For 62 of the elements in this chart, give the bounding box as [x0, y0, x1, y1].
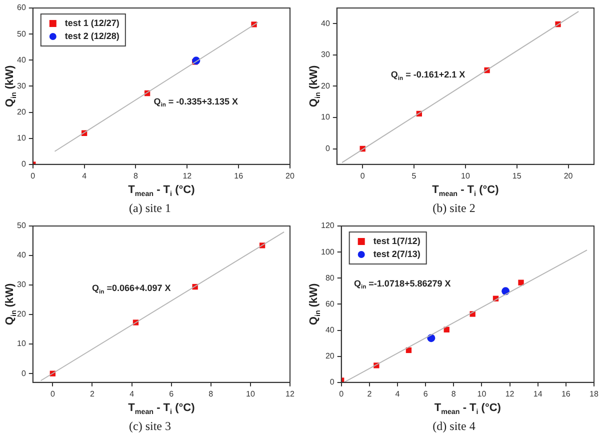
y-tick-label: 30 — [320, 50, 330, 60]
legend-label: test 1 (12/27) — [64, 18, 120, 28]
legend-label: test 1(7/12) — [373, 236, 420, 246]
x-tick-label: 10 — [477, 389, 487, 398]
x-tick-label: 12 — [182, 171, 192, 180]
point — [518, 280, 524, 286]
x-tick-label: 10 — [460, 171, 470, 180]
x-tick-label: 0 — [50, 389, 56, 398]
y-tick-label: 60 — [16, 3, 26, 12]
x-tick-label: 16 — [234, 171, 244, 180]
y-tick-label: 30 — [16, 81, 26, 90]
y-tick-label: 40 — [16, 55, 26, 64]
y-tick-label: 20 — [16, 310, 26, 319]
x-tick-label: 12 — [505, 389, 515, 398]
text: (d) site 4 — [432, 418, 476, 435]
y-tick-label: 30 — [16, 280, 26, 290]
x-tick-label: 18 — [590, 389, 599, 398]
y-tick-label: 10 — [320, 112, 330, 122]
legend-label: test 2 (12/28) — [64, 30, 120, 41]
y-tick-label: 10 — [16, 339, 26, 348]
x-tick-label: 4 — [130, 389, 135, 398]
x-tick-label: 6 — [169, 389, 174, 398]
x-tick-label: 15 — [512, 171, 522, 180]
x-tick-label: 5 — [412, 171, 417, 180]
y-tick-label: 60 — [325, 299, 335, 308]
x-tick-label: 4 — [82, 171, 88, 180]
x-tick-label: 12 — [286, 389, 295, 398]
y-tick-label: 120 — [320, 221, 335, 230]
x-tick-label: 20 — [564, 171, 574, 180]
x-tick-label: 0 — [30, 171, 36, 180]
text: (c) site 3 — [128, 418, 172, 435]
y-tick-label: 0 — [325, 144, 330, 153]
y-tick-label: 80 — [325, 273, 335, 282]
x-tick-label: 6 — [423, 389, 428, 398]
legend-label: test 2(7/13) — [373, 248, 420, 259]
x-tick-label: 20 — [286, 171, 295, 180]
x-tick-label: 0 — [339, 389, 344, 398]
y-tick-label: 50 — [16, 29, 26, 38]
x-tick-label: 14 — [533, 389, 543, 398]
y-tick-label: 10 — [16, 134, 26, 143]
x-tick-label: 2 — [367, 389, 372, 398]
y-tick-label: 40 — [320, 18, 330, 28]
y-tick-label: 20 — [16, 107, 26, 116]
x-tick-label: 8 — [451, 389, 456, 398]
y-tick-label: 40 — [16, 250, 26, 260]
y-tick-label: 50 — [16, 221, 26, 230]
x-tick-label: 16 — [561, 389, 571, 398]
x-tick-label: 0 — [360, 171, 366, 180]
y-tick-label: 100 — [320, 247, 335, 256]
x-tick-label: 2 — [90, 389, 96, 398]
x-tick-label: 8 — [134, 171, 139, 180]
y-tick-label: 0 — [330, 378, 335, 387]
text: (a) site 1 — [128, 200, 172, 217]
x-tick-label: 10 — [246, 389, 256, 398]
text: (b) site 2 — [432, 200, 476, 217]
y-tick-label: 20 — [320, 81, 330, 90]
x-tick-label: 8 — [208, 389, 214, 398]
y-tick-label: 20 — [325, 352, 335, 361]
y-tick-label: 0 — [21, 368, 26, 378]
y-tick-label: 0 — [21, 160, 26, 169]
y-tick-label: 40 — [325, 325, 335, 334]
x-tick-label: 4 — [395, 389, 400, 398]
